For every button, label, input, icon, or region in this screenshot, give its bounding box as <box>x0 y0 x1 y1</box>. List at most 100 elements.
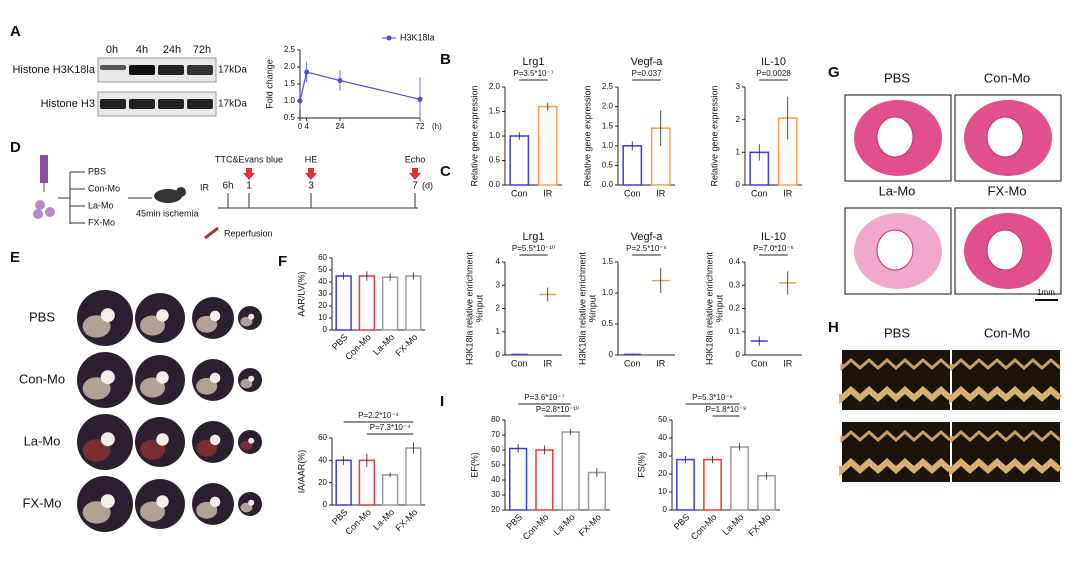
bar <box>757 475 776 511</box>
bar <box>676 458 695 511</box>
bar <box>358 459 376 506</box>
row-label: Con-Mo <box>19 371 65 386</box>
panel-letter: G <box>828 64 840 81</box>
lumen <box>156 495 169 508</box>
lumen <box>156 433 169 446</box>
y-tick-label: 1.5 <box>284 79 296 88</box>
row-label: PBS <box>29 309 55 324</box>
y-axis-label: H3K18la relative enrichment <box>577 251 587 365</box>
lumen <box>209 434 221 446</box>
x-tick-label: Con <box>511 358 528 368</box>
y-axis-label: Relative gene expression <box>469 85 479 186</box>
panel-letter: I <box>440 393 444 410</box>
lumen <box>100 308 115 323</box>
y-tick-label: 1.0 <box>284 96 296 105</box>
lane-label: 4h <box>136 44 148 56</box>
infarct <box>240 440 253 451</box>
x-tick-label: Con-Mo <box>521 512 551 542</box>
x-tick-label: IR <box>656 358 666 368</box>
cavity <box>986 116 1024 158</box>
echo-trace <box>840 429 951 444</box>
blot-band <box>158 99 184 109</box>
echo-trace <box>840 357 951 372</box>
y-tick-label: 0.5 <box>284 113 296 122</box>
x-tick-label: 24 <box>336 122 345 131</box>
y-axis-label: IA/AAR(%) <box>296 450 306 494</box>
mouse-head <box>176 187 186 197</box>
y-axis-label: EF(%) <box>469 452 479 478</box>
y-tick-label: 1.5 <box>602 257 614 266</box>
blot-band <box>100 99 126 109</box>
x-tick-label: La-Mo <box>552 512 577 537</box>
panel-letter: C <box>440 163 451 180</box>
y-tick-label: 40 <box>491 475 500 484</box>
cavity <box>986 229 1024 271</box>
point <box>304 69 310 75</box>
red-arrow <box>243 168 255 180</box>
p-value: P=1.8*10⁻⁹ <box>706 405 747 414</box>
y-tick-label: 0.5 <box>602 319 614 328</box>
timepoint-label: 3 <box>308 181 314 192</box>
y-tick-label: 1.0 <box>489 131 501 140</box>
y-tick-label: 50 <box>318 265 327 274</box>
blot-row-label: Histone H3 <box>41 98 95 110</box>
y-tick-label: 0 <box>496 350 501 359</box>
y-tick-label: 50 <box>658 415 667 424</box>
cell <box>35 200 45 210</box>
chart-title: Vegf-a <box>631 56 664 68</box>
bar <box>335 459 352 506</box>
cavity <box>876 116 914 158</box>
y-tick-label: 0.1 <box>729 327 741 336</box>
timepoint-label: 7 <box>412 181 418 192</box>
lane-label: 24h <box>163 44 181 56</box>
image-label: Con-Mo <box>984 70 1030 85</box>
p-value: P=5.3*10⁻⁶ <box>692 393 733 402</box>
p-value: P=7.3*10⁻⁴ <box>370 423 411 432</box>
blot-band <box>187 99 213 109</box>
y-axis-label: H3K18la relative enrichment <box>464 251 474 365</box>
x-tick-label: Con-Mo <box>343 332 373 362</box>
lumen <box>248 437 255 444</box>
y-axis-label: Fold change <box>264 59 274 109</box>
x-tick-label: Con <box>751 358 768 368</box>
y-tick-label: 2.0 <box>489 82 501 91</box>
x-tick-label: IR <box>543 358 553 368</box>
p-value: P=0.0028 <box>756 69 791 78</box>
x-tick-label: La-Mo <box>371 332 396 357</box>
x-tick-label: 4 <box>304 122 309 131</box>
panel-letter: F <box>278 253 287 270</box>
y-tick-label: 1.0 <box>602 141 614 150</box>
chart-title: IL-10 <box>761 231 786 243</box>
image-label: FX-Mo <box>988 397 1027 412</box>
assay-label: Echo <box>405 154 426 164</box>
p-value: P=7.0*10⁻⁶ <box>753 244 794 253</box>
chart-title: Vegf-a <box>631 231 664 243</box>
lumen <box>156 371 169 384</box>
lumen <box>100 370 115 385</box>
line <box>299 71 421 102</box>
ischemia-label: 45min ischemia <box>136 208 199 218</box>
y-tick-label: 1.0 <box>602 288 614 297</box>
y-tick-label: 60 <box>318 433 327 442</box>
bar <box>509 135 530 186</box>
lumen <box>209 496 221 508</box>
lumen <box>248 375 255 382</box>
bar <box>535 449 554 511</box>
x-tick-label: FX-Mo <box>746 512 772 538</box>
x-tick-label: FX-Mo <box>393 507 419 533</box>
y-tick-label: 10 <box>318 313 327 322</box>
y-tick-label: 0.0 <box>602 180 614 189</box>
chart-title: IL-10 <box>761 56 786 68</box>
y-axis-label: Relative gene expression <box>709 85 719 186</box>
bar <box>622 145 643 186</box>
x-tick-label: FX-Mo <box>393 332 419 358</box>
timepoint-label: 1 <box>246 181 252 192</box>
lumen <box>209 310 221 322</box>
echo-trace <box>950 429 1061 444</box>
infarct <box>196 501 218 519</box>
y-tick-label: 20 <box>318 478 327 487</box>
cell <box>45 207 55 217</box>
infarct <box>240 378 253 389</box>
row-label: FX-Mo <box>23 495 62 510</box>
mouse <box>154 189 182 203</box>
